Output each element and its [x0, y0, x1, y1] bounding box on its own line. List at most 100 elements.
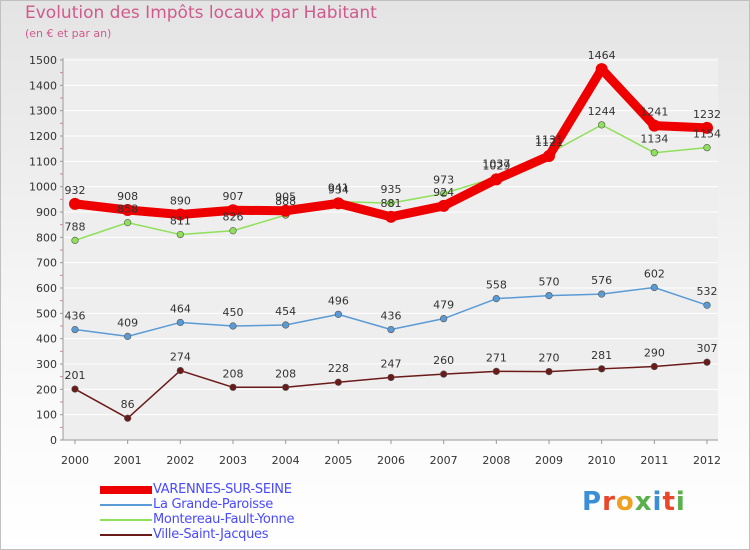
x-tick-label: 2007 [430, 454, 458, 467]
data-point-series-3 [334, 378, 342, 386]
data-label-series-2: 826 [223, 211, 244, 224]
proxiti-logo: Proxiti [582, 487, 686, 517]
data-point-series-0 [174, 208, 187, 221]
legend-swatch-series-0 [100, 486, 152, 494]
data-label-series-2: 788 [65, 220, 86, 233]
legend-label-series-3: Ville-Saint-Jacques [153, 527, 269, 542]
data-label-series-1: 532 [697, 285, 718, 298]
data-label-series-1: 454 [275, 305, 296, 318]
data-label-series-1: 602 [644, 267, 665, 280]
y-tick-label: 1100 [29, 155, 57, 168]
data-label-series-0: 1121 [535, 136, 563, 149]
data-point-series-0 [490, 173, 503, 186]
logo-letter: i [675, 487, 686, 517]
data-point-series-3 [598, 365, 606, 373]
data-label-series-3: 228 [328, 362, 349, 375]
legend-label-series-2: Montereau-Fault-Yonne [153, 512, 295, 527]
data-point-series-1 [282, 321, 290, 329]
data-label-series-2: 1244 [588, 105, 616, 118]
y-tick-label: 0 [50, 434, 57, 447]
data-point-series-3 [650, 362, 658, 371]
data-point-series-2 [440, 189, 448, 198]
data-point-series-2 [176, 230, 184, 239]
data-label-series-1: 558 [486, 279, 507, 292]
legend-swatch-series-3 [100, 534, 152, 536]
data-label-series-0: 934 [328, 183, 349, 196]
data-label-series-2: 935 [381, 183, 402, 196]
data-label-series-3: 201 [65, 369, 86, 382]
logo-letter: o [615, 487, 635, 517]
data-point-series-1 [334, 310, 342, 318]
data-label-series-0: 881 [381, 197, 402, 210]
data-point-series-1 [492, 295, 500, 303]
data-point-series-2 [387, 199, 395, 207]
data-label-series-0: 1464 [588, 49, 616, 62]
data-label-series-2: 1131 [535, 133, 563, 146]
data-label-series-2: 888 [275, 195, 296, 208]
data-label-series-0: 1241 [640, 106, 668, 119]
data-point-series-3 [176, 366, 184, 375]
x-tick-label: 2001 [114, 454, 142, 467]
data-point-series-0 [543, 150, 555, 163]
data-point-series-3 [71, 385, 79, 393]
data-label-series-2: 858 [117, 203, 138, 216]
y-tick-label: 300 [36, 358, 57, 371]
data-label-series-0: 908 [117, 190, 138, 203]
data-label-series-2: 1037 [482, 157, 510, 170]
y-tick-label: 800 [36, 231, 57, 244]
y-tick-label: 1300 [29, 105, 57, 118]
data-point-series-0 [648, 119, 661, 132]
data-label-series-3: 271 [486, 351, 507, 364]
data-label-series-3: 208 [275, 367, 296, 380]
data-point-series-0 [121, 203, 134, 216]
data-point-series-1 [387, 325, 395, 334]
data-point-series-1 [229, 322, 237, 330]
data-label-series-1: 570 [539, 276, 560, 289]
data-point-series-3 [703, 358, 711, 366]
data-point-series-1 [598, 290, 606, 298]
x-tick-label: 2000 [61, 454, 89, 467]
data-label-series-2: 941 [328, 182, 349, 195]
x-tick-label: 2010 [588, 454, 616, 467]
legend-label-series-1: La Grande-Paroisse [153, 497, 273, 512]
y-tick-label: 1400 [29, 79, 57, 92]
y-tick-label: 1200 [29, 130, 57, 143]
data-point-series-1 [440, 315, 448, 323]
logo-letter: r [602, 487, 616, 517]
data-point-series-3 [229, 383, 237, 391]
chart-title: Evolution des Impôts locaux par Habitant [25, 3, 377, 23]
y-tick-label: 700 [36, 257, 57, 270]
data-label-series-1: 450 [223, 306, 244, 319]
data-label-series-2: 811 [170, 215, 191, 228]
data-point-series-3 [492, 367, 500, 375]
data-label-series-3: 307 [697, 342, 718, 355]
data-label-series-3: 274 [170, 351, 191, 364]
y-tick-label: 1500 [29, 54, 57, 67]
data-label-series-3: 270 [539, 352, 560, 365]
data-label-series-1: 436 [65, 310, 86, 323]
data-label-series-2: 1134 [640, 133, 668, 146]
data-point-series-3 [282, 383, 290, 391]
x-tick-label: 2002 [166, 454, 194, 467]
data-label-series-0: 1232 [693, 108, 721, 121]
data-point-series-2 [71, 236, 79, 244]
data-label-series-3: 86 [121, 398, 135, 411]
logo-letter: x [634, 487, 653, 517]
y-tick-label: 500 [36, 307, 57, 320]
data-point-series-1 [650, 283, 658, 292]
x-tick-label: 2012 [693, 454, 721, 467]
data-point-series-0 [69, 197, 81, 210]
logo-letter: P [582, 487, 603, 517]
data-point-series-0 [701, 121, 713, 134]
data-label-series-3: 281 [591, 349, 612, 362]
x-tick-label: 2005 [324, 454, 352, 467]
data-point-series-0 [332, 197, 345, 210]
y-tick-label: 1000 [29, 181, 57, 194]
data-label-series-1: 576 [591, 274, 612, 287]
x-tick-label: 2011 [640, 454, 668, 467]
data-label-series-0: 890 [170, 195, 191, 208]
data-label-series-3: 208 [223, 367, 244, 380]
plot-area [63, 58, 718, 440]
y-tick-label: 400 [36, 333, 57, 346]
data-label-series-3: 247 [381, 357, 402, 370]
